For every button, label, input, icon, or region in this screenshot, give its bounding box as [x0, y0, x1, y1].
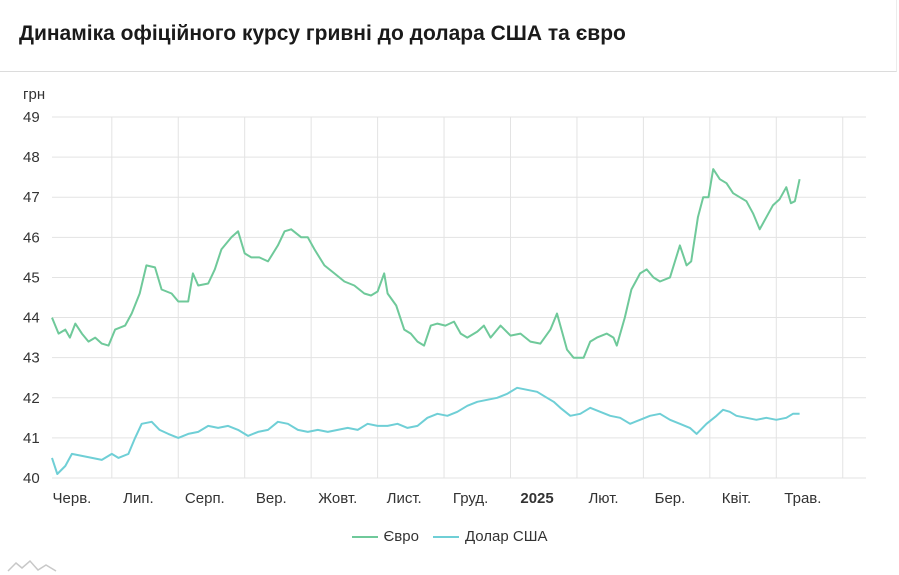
- legend-swatch-usd: [432, 535, 459, 538]
- y-tick-label: 49: [23, 109, 40, 126]
- legend-item-euro[interactable]: Євро: [351, 528, 419, 545]
- x-tick-label: Лют.: [588, 490, 618, 507]
- y-tick-label: 48: [23, 149, 40, 166]
- x-tick-label: Жовт.: [318, 490, 357, 507]
- legend-swatch-euro: [351, 535, 378, 538]
- y-tick-label: 45: [23, 269, 40, 286]
- header: Динаміка офіційного курсу гривні до дола…: [0, 0, 897, 72]
- x-tick-label: 2025: [520, 490, 553, 507]
- x-tick-label: Квіт.: [722, 490, 751, 507]
- y-tick-label: 40: [23, 470, 40, 487]
- y-tick-label: 44: [23, 310, 40, 327]
- legend-item-usd[interactable]: Долар США: [432, 528, 548, 545]
- y-tick-label: 43: [23, 350, 40, 367]
- x-tick-label: Серп.: [185, 490, 225, 507]
- y-tick-label: 47: [23, 189, 40, 206]
- x-tick-label: Черв.: [53, 490, 92, 507]
- y-tick-label: 42: [23, 390, 40, 407]
- legend-label-euro: Євро: [383, 528, 419, 545]
- legend: Євро Долар США: [0, 528, 899, 545]
- series-line-0: [51, 168, 801, 359]
- x-tick-label: Лист.: [387, 490, 422, 507]
- chart-logo-icon: [7, 559, 57, 572]
- y-tick-label: 46: [23, 229, 40, 246]
- y-tick-label: 41: [23, 430, 40, 447]
- x-tick-label: Лип.: [123, 490, 154, 507]
- series-line-1: [51, 386, 800, 475]
- x-tick-label: Бер.: [655, 490, 686, 507]
- x-tick-label: Груд.: [453, 490, 488, 507]
- line-chart: 40 41 42 43 44 45 46 47 48 49 грн Черв. Лип. Серп. Вер…: [23, 86, 866, 507]
- y-axis-unit-label: грн: [23, 86, 45, 103]
- x-tick-label: Трав.: [784, 490, 821, 507]
- x-tick-label: Вер.: [256, 490, 287, 507]
- chart-title: Динаміка офіційного курсу гривні до дола…: [19, 22, 626, 45]
- legend-label-usd: Долар США: [464, 528, 548, 545]
